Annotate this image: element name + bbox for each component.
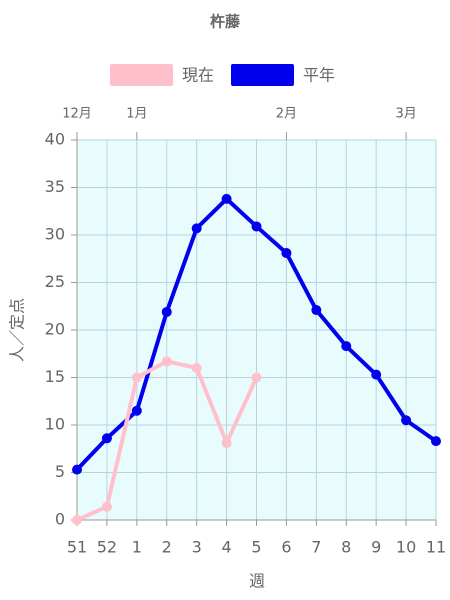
x2-tick-label: 12月 [62, 107, 92, 122]
data-point [101, 501, 112, 512]
data-point [371, 369, 382, 380]
data-point [251, 221, 262, 232]
data-point [221, 438, 232, 449]
y-axis-label: 人／定点 [8, 298, 27, 362]
y-tick-label: 40 [45, 130, 65, 149]
data-point [251, 372, 262, 383]
x-tick-label: 6 [281, 538, 291, 557]
x-tick-label: 51 [67, 538, 87, 557]
x-axis-label: 週 [249, 572, 265, 591]
x-tick-label: 7 [311, 538, 321, 557]
x-tick-label: 2 [162, 538, 172, 557]
x-tick-label: 1 [132, 538, 142, 557]
y-tick-label: 10 [45, 415, 65, 434]
data-point [431, 436, 441, 447]
legend-label: 現在 [182, 66, 214, 85]
data-point [221, 193, 232, 204]
y-tick-label: 15 [45, 367, 65, 386]
x-tick-label: 3 [192, 538, 202, 557]
data-point [161, 356, 172, 367]
data-point [191, 223, 202, 234]
x2-tick-label: 2月 [276, 107, 297, 122]
legend-label: 平年 [303, 66, 335, 85]
x-tick-label: 5 [251, 538, 261, 557]
y-tick-label: 35 [45, 177, 65, 196]
y-tick-label: 0 [55, 510, 65, 529]
legend-swatch [110, 64, 173, 86]
x-tick-label: 9 [371, 538, 381, 557]
data-point [131, 405, 142, 416]
x-tick-label: 10 [396, 538, 416, 557]
y-tick-label: 20 [45, 320, 65, 339]
legend-swatch [231, 64, 294, 86]
data-point [101, 433, 112, 444]
data-point [72, 515, 82, 525]
x2-tick-label: 1月 [126, 107, 147, 122]
x2-tick-label: 3月 [395, 107, 416, 122]
data-point [311, 305, 322, 316]
x-tick-label: 11 [426, 538, 446, 557]
data-point [72, 464, 82, 475]
y-tick-label: 5 [55, 462, 65, 481]
y-tick-label: 25 [45, 272, 65, 291]
x-tick-label: 8 [341, 538, 351, 557]
data-point [401, 415, 412, 426]
x-tick-label: 52 [97, 538, 117, 557]
data-point [161, 306, 172, 317]
x-tick-label: 4 [221, 538, 231, 557]
data-point [281, 248, 292, 259]
y-tick-label: 30 [45, 225, 65, 244]
data-point [131, 372, 142, 383]
data-point [191, 363, 202, 373]
chart-title: 杵藤 [210, 13, 241, 31]
data-point [341, 341, 352, 352]
